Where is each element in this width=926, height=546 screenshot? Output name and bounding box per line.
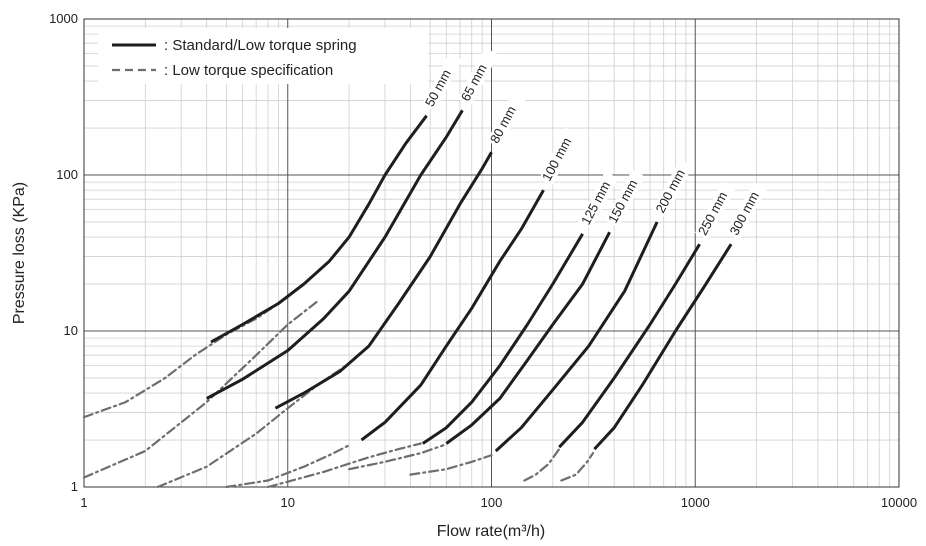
legend-dashed-label: : Low torque specification (164, 62, 333, 79)
series-65-mm-solid-line (205, 109, 464, 400)
series-200-mm-solid-line (494, 221, 659, 453)
series-label-background (726, 181, 767, 240)
x-tick-label: 10 (281, 495, 295, 510)
legend: : Standard/Low torque spring : Low torqu… (98, 28, 428, 84)
series-label-background (538, 127, 580, 186)
series-label-background (457, 47, 499, 106)
series-label-background (577, 171, 619, 230)
plot-frame (83, 18, 900, 488)
x-tick-labels: 1 10 100 1000 10000 (80, 495, 917, 510)
series-125-mm-dashed-line (266, 442, 422, 489)
y-axis-title: Pressure loss (KPa) (11, 182, 28, 324)
series-50-mm-solid-line (210, 114, 428, 344)
series-300-mm-dashed-line (560, 452, 595, 482)
series-label-background (652, 159, 693, 218)
legend-background (98, 28, 428, 84)
series-100-mm-dashed-line (225, 444, 351, 489)
y-tick-label: 100 (56, 167, 78, 182)
series-125-mm-solid-line (421, 233, 584, 445)
y-tick-label: 1000 (49, 11, 78, 26)
series-250-mm-dashed-line (523, 448, 561, 482)
x-tick-label: 1000 (681, 495, 710, 510)
series-label-background (486, 89, 528, 148)
legend-solid-label: : Standard/Low torque spring (164, 37, 357, 54)
x-tick-label: 1 (80, 495, 87, 510)
series-150-mm-solid-line (445, 231, 611, 445)
y-tick-label: 1 (71, 479, 78, 494)
series-200-mm-dashed-line (409, 454, 493, 476)
series-80-mm-solid-line (274, 151, 493, 410)
y-tick-labels: 1 10 100 1000 (49, 11, 78, 494)
series-label-background (604, 169, 646, 228)
series-250-mm-solid-line (558, 243, 701, 449)
series-150-mm-dashed-line (348, 444, 445, 471)
series-300-mm-solid-line (593, 243, 733, 451)
x-tick-label: 100 (481, 495, 503, 510)
series-65-mm-dashed-line (82, 300, 319, 479)
x-axis-title: Flow rate(m³/h) (437, 523, 545, 540)
x-tick-label: 10000 (881, 495, 917, 510)
series-label-background (694, 181, 736, 240)
series-50-mm-dashed-line (82, 302, 280, 419)
series-100-mm-solid-line (360, 189, 545, 442)
series-label-background (421, 53, 463, 112)
y-tick-label: 10 (64, 323, 78, 338)
series-layer (82, 109, 733, 489)
